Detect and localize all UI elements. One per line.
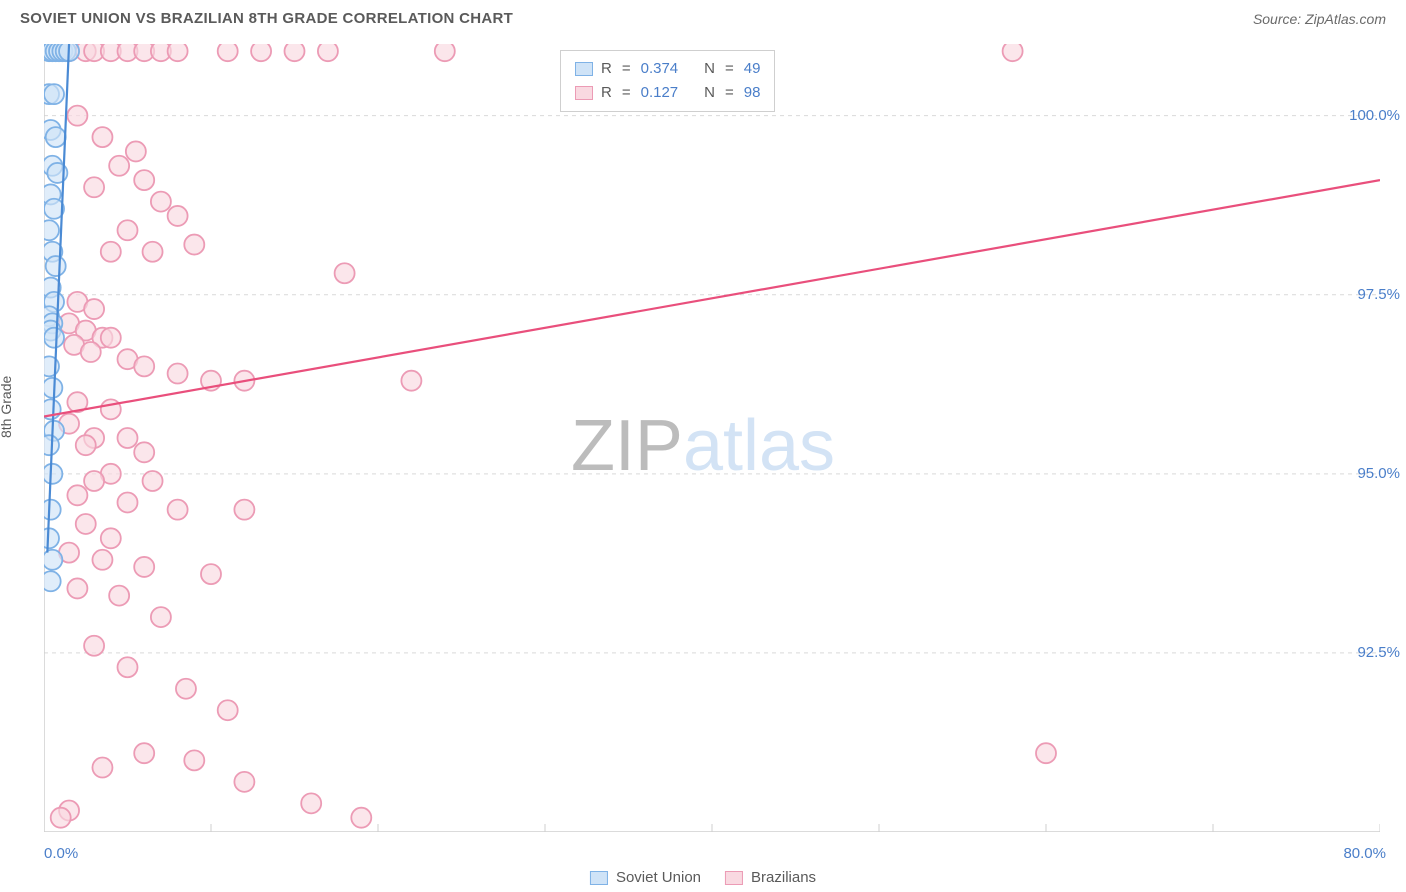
y-tick-label: 97.5% <box>1357 286 1400 303</box>
legend-label: Brazilians <box>751 869 816 886</box>
x-axis-max-label: 80.0% <box>1343 845 1386 862</box>
stats-legend-row: R = 0.127 N = 98 <box>575 81 760 105</box>
stats-legend: R = 0.374 N = 49 R = 0.127 N = 98 <box>560 50 775 112</box>
r-value: 0.127 <box>641 81 679 105</box>
equals-sign: = <box>725 81 734 105</box>
n-label: N <box>704 81 715 105</box>
equals-sign: = <box>725 57 734 81</box>
y-tick-label: 92.5% <box>1357 644 1400 661</box>
n-value: 49 <box>744 57 761 81</box>
chart-header: SOVIET UNION VS BRAZILIAN 8TH GRADE CORR… <box>0 0 1406 33</box>
legend-swatch-soviet <box>575 62 593 76</box>
equals-sign: = <box>622 57 631 81</box>
legend-swatch-brazilian <box>725 871 743 885</box>
n-label: N <box>704 57 715 81</box>
chart-container <box>44 44 1386 844</box>
y-tick-label: 95.0% <box>1357 465 1400 482</box>
legend-item-soviet: Soviet Union <box>590 869 701 886</box>
chart-source: Source: ZipAtlas.com <box>1253 11 1386 27</box>
r-value: 0.374 <box>641 57 679 81</box>
scatter-plot <box>44 44 1380 832</box>
chart-title: SOVIET UNION VS BRAZILIAN 8TH GRADE CORR… <box>20 10 513 27</box>
r-label: R <box>601 57 612 81</box>
y-axis-label: 8th Grade <box>0 376 14 438</box>
series-legend: Soviet Union Brazilians <box>590 869 816 886</box>
x-axis-min-label: 0.0% <box>44 845 78 862</box>
n-value: 98 <box>744 81 761 105</box>
r-label: R <box>601 81 612 105</box>
legend-item-brazilian: Brazilians <box>725 869 816 886</box>
stats-legend-row: R = 0.374 N = 49 <box>575 57 760 81</box>
legend-swatch-soviet <box>590 871 608 885</box>
equals-sign: = <box>622 81 631 105</box>
legend-label: Soviet Union <box>616 869 701 886</box>
legend-swatch-brazilian <box>575 86 593 100</box>
y-tick-label: 100.0% <box>1349 107 1400 124</box>
